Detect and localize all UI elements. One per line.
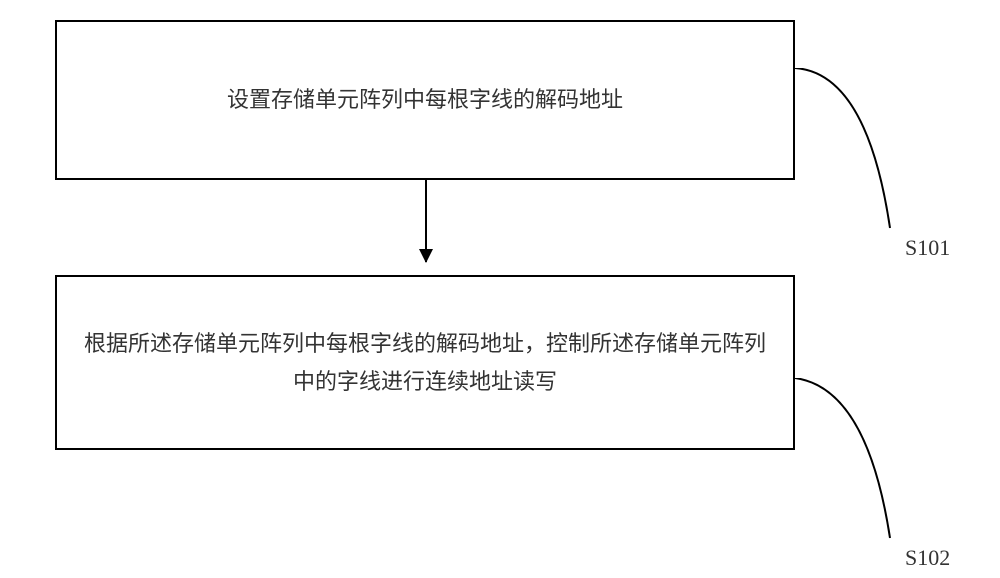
flowchart-step-box: 根据所述存储单元阵列中每根字线的解码地址，控制所述存储单元阵列中的字线进行连续地… — [55, 275, 795, 450]
step-label: S102 — [905, 545, 950, 571]
connector-curve — [795, 68, 915, 248]
flowchart-arrow — [425, 180, 427, 262]
flowchart-step-text: 设置存储单元阵列中每根字线的解码地址 — [227, 81, 623, 118]
flowchart-step-text: 根据所述存储单元阵列中每根字线的解码地址，控制所述存储单元阵列中的字线进行连续地… — [77, 325, 773, 400]
connector-curve — [795, 378, 915, 558]
step-label: S101 — [905, 235, 950, 261]
flowchart-step-box: 设置存储单元阵列中每根字线的解码地址 — [55, 20, 795, 180]
